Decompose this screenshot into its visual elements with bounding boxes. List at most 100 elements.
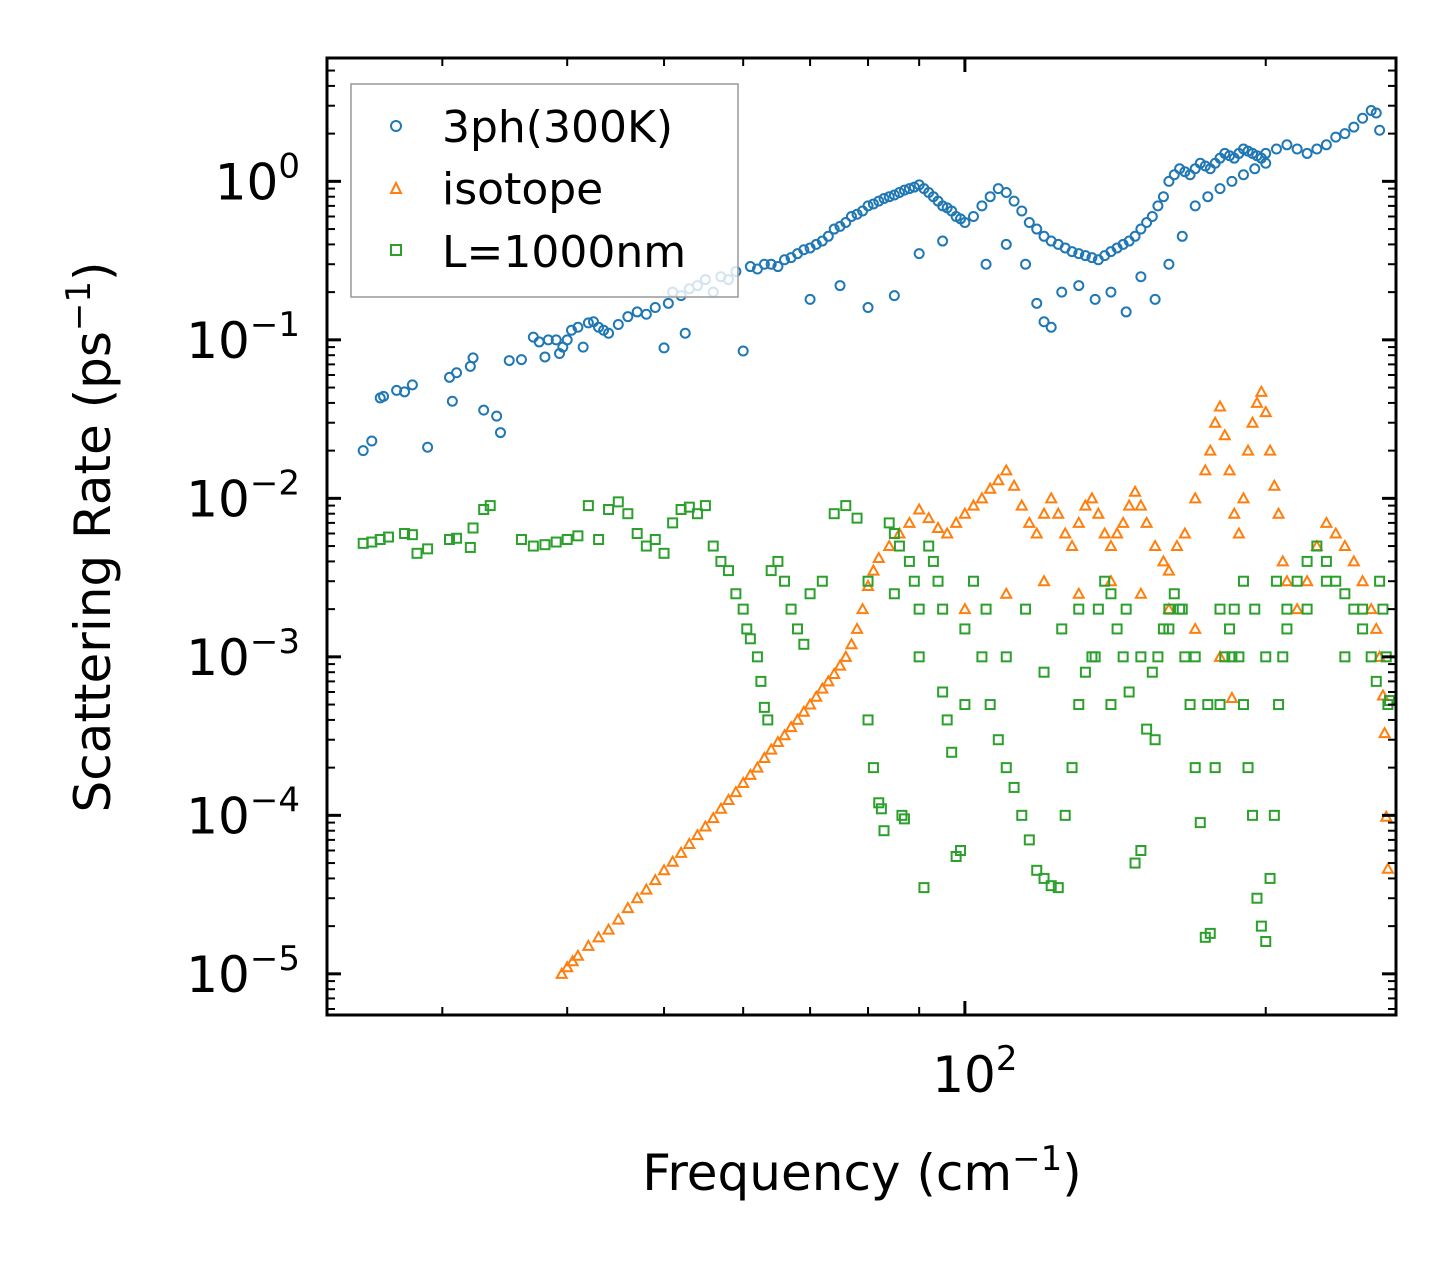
data-point-series-1-25 [757, 750, 772, 764]
data-point-series-1-19 [714, 801, 728, 814]
data-point-series-1-33 [809, 689, 823, 702]
data-point-series-0-182 [1260, 157, 1272, 169]
data-point-series-2-75 [946, 746, 958, 758]
data-point-series-2-74 [941, 714, 953, 726]
data-point-series-1-34 [815, 681, 830, 694]
data-point-series-2-153 [959, 699, 971, 711]
data-point-series-1-109 [1329, 526, 1343, 539]
data-point-series-1-91 [1222, 463, 1237, 476]
data-point-series-0-7 [422, 441, 434, 453]
data-point-series-0-116 [1135, 223, 1147, 235]
data-point-series-0-176 [1189, 200, 1201, 212]
data-point-series-2-42 [755, 675, 767, 687]
data-point-series-0-166 [1045, 321, 1057, 333]
data-point-series-0-35 [622, 311, 634, 323]
data-point-series-1-120 [958, 602, 972, 615]
data-point-series-1-100 [1263, 443, 1277, 456]
data-point-series-1-94 [1236, 491, 1251, 504]
data-point-series-0-78 [898, 184, 910, 196]
data-point-series-0-54 [758, 258, 770, 270]
data-point-series-1-76 [1122, 498, 1136, 511]
data-point-series-0-10 [451, 367, 463, 379]
data-point-series-2-110 [1174, 603, 1186, 615]
data-point-series-0-97 [1008, 195, 1020, 207]
data-point-series-0-93 [976, 200, 988, 212]
data-point-series-0-74 [878, 192, 890, 204]
data-point-series-1-116 [1376, 688, 1390, 701]
data-point-series-1-68 [1072, 515, 1086, 528]
data-point-series-2-11 [467, 522, 479, 534]
data-point-series-1-99 [1259, 405, 1273, 418]
data-point-series-1-114 [1369, 621, 1383, 634]
y-tick-label-0: 100 [215, 146, 300, 211]
legend-label-3ph: 3ph(300K) [442, 102, 673, 153]
data-point-series-0-92 [967, 211, 979, 223]
data-point-series-0-105 [1066, 246, 1078, 258]
data-point-series-0-60 [798, 244, 810, 256]
data-point-series-1-87 [1203, 443, 1217, 456]
data-point-series-1-50 [931, 520, 945, 533]
data-point-series-2-124 [1242, 762, 1254, 774]
data-point-series-2-69 [918, 882, 930, 894]
data-point-series-2-63 [893, 540, 905, 552]
data-point-series-0-96 [1000, 187, 1012, 199]
data-point-series-0-14 [491, 410, 503, 422]
data-point-series-1-117 [1377, 726, 1392, 739]
data-point-series-2-83 [1000, 762, 1012, 774]
data-point-series-2-119 [1219, 651, 1231, 663]
data-point-series-2-3 [382, 531, 394, 543]
data-point-series-0-0 [357, 445, 369, 457]
data-point-series-0-64 [822, 230, 834, 242]
data-point-series-1-56 [983, 481, 997, 494]
data-point-series-0-20 [539, 351, 551, 363]
data-point-series-1-95 [1241, 443, 1255, 456]
data-point-series-2-171 [1237, 575, 1249, 587]
data-point-series-0-100 [1031, 223, 1043, 235]
y-tick-label-2: 10−2 [186, 463, 300, 528]
data-point-series-2-113 [1189, 762, 1201, 774]
tick-labels: 100 10−1 10−2 10−3 10−4 10−5 102 [186, 146, 1017, 1104]
data-point-series-2-71 [927, 555, 939, 567]
data-point-series-2-127 [1255, 920, 1267, 932]
data-point-series-1-11 [648, 873, 662, 886]
data-point-series-2-6 [411, 547, 423, 559]
data-point-series-0-56 [772, 261, 784, 273]
data-point-series-1-83 [1170, 538, 1184, 552]
data-point-series-1-44 [872, 550, 886, 564]
data-point-series-0-180 [1237, 169, 1249, 181]
y-tick-label-1: 10−1 [186, 305, 300, 370]
data-point-series-2-7 [422, 543, 434, 555]
data-point-series-1-106 [1300, 574, 1314, 587]
data-point-series-1-90 [1218, 428, 1232, 441]
data-point-series-1-129 [1225, 690, 1239, 703]
data-point-series-1-35 [821, 674, 835, 687]
data-point-series-2-163 [1135, 651, 1147, 663]
data-point-series-2-81 [984, 699, 996, 711]
data-point-series-2-32 [691, 508, 703, 520]
legend: 3ph(300K) isotope L=1000nm [350, 83, 739, 298]
data-point-series-2-77 [955, 845, 967, 857]
data-point-series-0-39 [658, 342, 670, 354]
data-point-series-0-5 [399, 386, 411, 398]
data-point-series-0-38 [649, 301, 661, 313]
data-point-series-2-123 [1237, 699, 1249, 711]
data-point-series-2-17 [550, 536, 562, 548]
data-point-series-0-148 [1330, 131, 1342, 143]
data-point-series-0-94 [984, 191, 996, 203]
data-point-series-1-73 [1104, 538, 1118, 552]
data-point-series-2-67 [908, 575, 920, 587]
data-point-series-1-85 [1188, 491, 1202, 504]
data-point-series-1-23 [743, 767, 758, 780]
data-point-series-2-8 [443, 533, 455, 545]
data-point-series-2-135 [1301, 555, 1313, 567]
data-point-series-1-55 [975, 491, 989, 504]
data-point-series-0-36 [631, 306, 643, 318]
data-point-series-2-96 [1092, 603, 1104, 615]
data-point-series-2-111 [1179, 651, 1191, 663]
data-point-series-2-50 [798, 638, 810, 650]
data-point-series-2-47 [779, 575, 791, 587]
data-point-series-1-59 [1007, 478, 1021, 491]
data-point-series-1-123 [1072, 586, 1086, 599]
data-point-series-2-144 [1374, 575, 1386, 587]
data-point-series-1-74 [1110, 526, 1124, 539]
